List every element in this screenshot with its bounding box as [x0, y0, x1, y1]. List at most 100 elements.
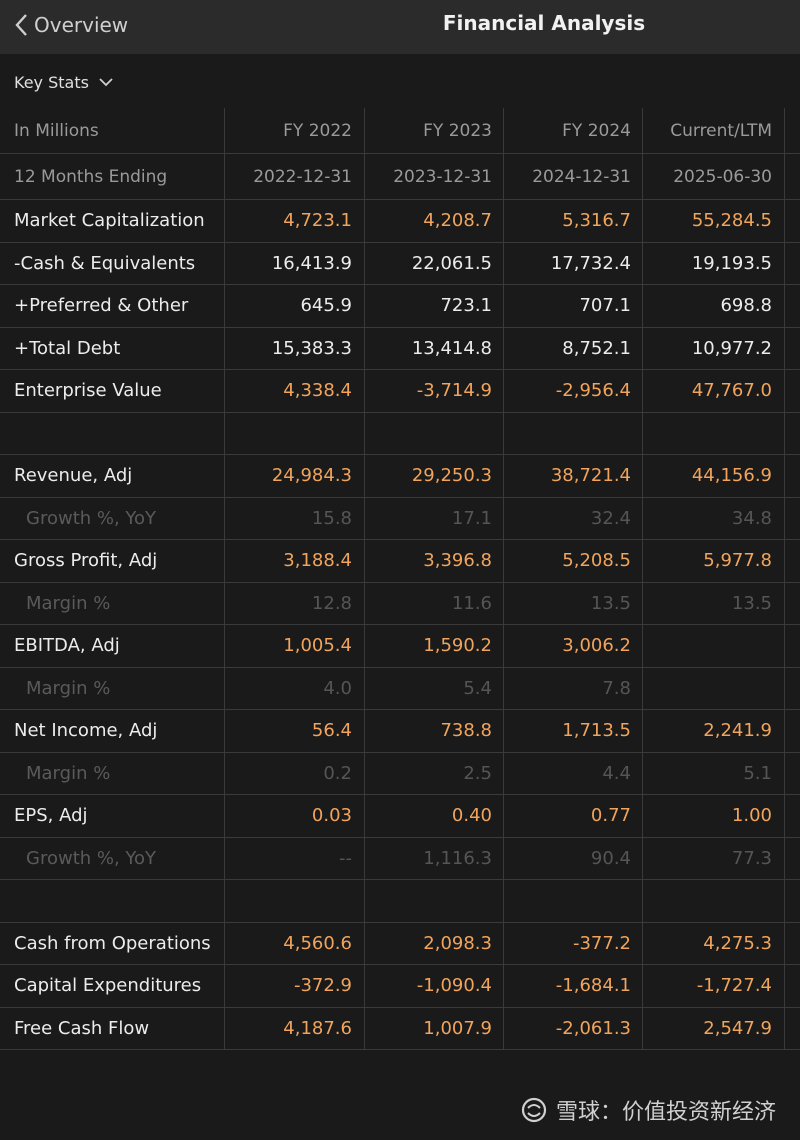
row-value: 0.2: [224, 752, 364, 794]
header-row: 12 Months Ending 2022-12-31 2023-12-31 2…: [0, 154, 800, 200]
row-value: 16,413.9: [224, 242, 364, 284]
row-value: -372.9: [224, 965, 364, 1007]
row-value: 698.8: [642, 285, 784, 327]
row-label: [14, 880, 224, 922]
table-row: Cash from Operations 4,560.6 2,098.3 -377.2…: [0, 922, 800, 965]
row-label: Margin %: [26, 592, 111, 614]
row-value: 11.6: [364, 582, 504, 624]
column-divider: [784, 242, 800, 284]
table-row: Growth %, YoY 15.8 17.1 32.4 34.8: [0, 497, 800, 540]
row-label: Gross Profit, Adj: [14, 550, 158, 572]
row-value: -1,684.1: [503, 965, 643, 1007]
row-value: 2,547.9: [642, 1007, 784, 1049]
row-value: 4,723.1: [224, 200, 364, 242]
chevron-left-icon: [15, 14, 27, 36]
column-divider: [784, 667, 800, 709]
column-divider: [784, 922, 800, 964]
row-label: Free Cash Flow: [14, 1017, 150, 1039]
row-value: [642, 625, 784, 667]
table-row: Margin % 12.8 11.6 13.5 13.5: [0, 582, 800, 625]
row-value: [642, 412, 784, 454]
row-value: 34.8: [642, 497, 784, 539]
row-value: -3,714.9: [364, 370, 504, 412]
row-value: 22,061.5: [364, 242, 504, 284]
row-value: 2,241.9: [642, 710, 784, 752]
row-label: Market Capitalization: [14, 210, 205, 232]
watermark: 雪球：价值投资新经济: [520, 1094, 776, 1126]
table-row: Margin % 4.0 5.4 7.8: [0, 667, 800, 710]
row-value: 19,193.5: [642, 242, 784, 284]
table-row: Revenue, Adj 24,984.3 29,250.3 38,721.4 44,1…: [0, 455, 800, 498]
row-label: +Preferred & Other: [14, 295, 189, 317]
row-label: Revenue, Adj: [14, 465, 133, 487]
table-row: EPS, Adj 0.03 0.40 0.77 1.00: [0, 795, 800, 838]
row-value: [364, 412, 504, 454]
table-row: Net Income, Adj 56.4 738.8 1,713.5 2,241.9: [0, 710, 800, 753]
row-value: -2,956.4: [503, 370, 643, 412]
row-value: [642, 667, 784, 709]
row-value: 1,713.5: [503, 710, 643, 752]
row-value: 44,156.9: [642, 455, 784, 497]
row-value: 5.1: [642, 752, 784, 794]
key-stats-dropdown[interactable]: Key Stats: [14, 70, 113, 94]
row-label: Margin %: [26, 677, 111, 699]
row-value: 4,208.7: [364, 200, 504, 242]
row-value: 723.1: [364, 285, 504, 327]
row-value: 1,116.3: [364, 837, 504, 879]
row-value: [224, 412, 364, 454]
column-divider: [784, 497, 800, 539]
header-date: 2023-12-31: [364, 154, 504, 199]
row-value: 0.40: [364, 795, 504, 837]
row-value: 2.5: [364, 752, 504, 794]
column-divider: [784, 108, 800, 153]
financial-table: In Millions FY 2022 FY 2023 FY 2024 Curr…: [0, 108, 800, 1050]
row-value: 10,977.2: [642, 327, 784, 369]
header-label: 12 Months Ending: [14, 166, 168, 187]
column-divider: [784, 710, 800, 752]
row-value: -2,061.3: [503, 1007, 643, 1049]
row-value: [364, 880, 504, 922]
row-value: 13.5: [503, 582, 643, 624]
row-value: 0.03: [224, 795, 364, 837]
table-row: +Total Debt 15,383.3 13,414.8 8,752.1 10,977…: [0, 327, 800, 370]
table-row: Gross Profit, Adj 3,188.4 3,396.8 5,208.5 5,…: [0, 540, 800, 583]
row-value: -377.2: [503, 922, 643, 964]
column-divider: [784, 965, 800, 1007]
row-label: Growth %, YoY: [26, 507, 157, 529]
page-title: Financial Analysis: [442, 11, 646, 35]
row-value: 3,396.8: [364, 540, 504, 582]
row-label: EBITDA, Adj: [14, 635, 120, 657]
row-value: 4,338.4: [224, 370, 364, 412]
table-row: Margin % 0.2 2.5 4.4 5.1: [0, 752, 800, 795]
column-divider: [784, 200, 800, 242]
watermark-text: 雪球：价值投资新经济: [555, 1100, 776, 1125]
header-col: FY 2024: [503, 108, 643, 153]
row-value: 3,188.4: [224, 540, 364, 582]
row-value: 1,590.2: [364, 625, 504, 667]
row-value: 1,005.4: [224, 625, 364, 667]
header-date: 2022-12-31: [224, 154, 364, 199]
row-value: 77.3: [642, 837, 784, 879]
column-divider: [784, 1007, 800, 1049]
column-divider: [784, 154, 800, 199]
row-value: 90.4: [503, 837, 643, 879]
header-date: 2024-12-31: [503, 154, 643, 199]
row-label: EPS, Adj: [14, 805, 88, 827]
row-value: 3,006.2: [503, 625, 643, 667]
back-button[interactable]: Overview: [14, 10, 128, 40]
spacer-row: [0, 880, 800, 923]
row-value: 1,007.9: [364, 1007, 504, 1049]
row-value: [224, 880, 364, 922]
row-value: 4,187.6: [224, 1007, 364, 1049]
column-divider: [784, 455, 800, 497]
row-value: 707.1: [503, 285, 643, 327]
row-value: 645.9: [224, 285, 364, 327]
row-value: 32.4: [503, 497, 643, 539]
row-value: 4.0: [224, 667, 364, 709]
top-bar: Overview Financial Analysis: [0, 0, 800, 54]
row-label: Margin %: [26, 762, 111, 784]
row-value: 7.8: [503, 667, 643, 709]
column-divider: [784, 412, 800, 454]
row-label: Net Income, Adj: [14, 720, 158, 742]
row-label: -Cash & Equivalents: [14, 252, 196, 274]
